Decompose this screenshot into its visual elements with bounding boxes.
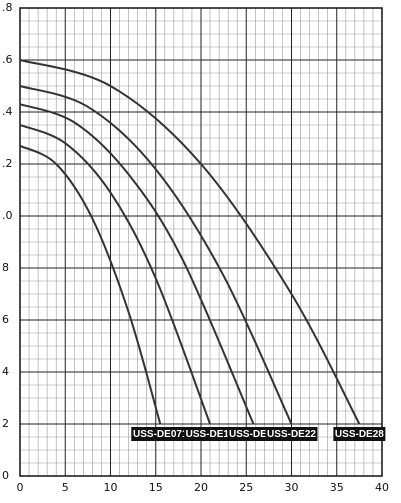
curve (19, 124, 211, 425)
legend-box (184, 427, 237, 441)
x-tick-label: 20 (194, 481, 208, 494)
y-tick-label: .8 (2, 1, 13, 14)
y-tick-label: 8 (2, 261, 9, 274)
y-tick-label: 0 (2, 469, 9, 482)
x-tick-label: 40 (375, 481, 389, 494)
curve (19, 59, 361, 425)
x-tick-label: 30 (285, 481, 299, 494)
legend-box (265, 427, 318, 441)
legend-label: USS-DE12 (186, 429, 235, 440)
x-tick-label: 5 (62, 481, 69, 494)
legend-label: USS-DE22 (267, 429, 316, 440)
curve (19, 103, 255, 425)
plot-frame (19, 7, 383, 477)
x-tick-label: 0 (17, 481, 24, 494)
y-tick-label: 2 (2, 417, 9, 430)
legend-label: USS-DE28 (335, 429, 384, 440)
x-tick-label: 15 (149, 481, 163, 494)
x-tick-label: 35 (330, 481, 344, 494)
legend-label: USS-DE071 (133, 429, 188, 440)
y-tick-label: .6 (2, 53, 13, 66)
y-tick-label: .2 (2, 157, 13, 170)
legend-box (131, 427, 190, 441)
y-tick-label: .4 (2, 105, 13, 118)
x-tick-label: 10 (104, 481, 118, 494)
y-tick-label: 4 (2, 365, 9, 378)
y-tick-label: .0 (2, 209, 13, 222)
curve (19, 144, 162, 425)
y-tick-label: 6 (2, 313, 9, 326)
legend-label: USS-DE17 (229, 429, 278, 440)
legend-box (333, 427, 386, 441)
curve (19, 85, 293, 425)
x-tick-label: 25 (239, 481, 253, 494)
